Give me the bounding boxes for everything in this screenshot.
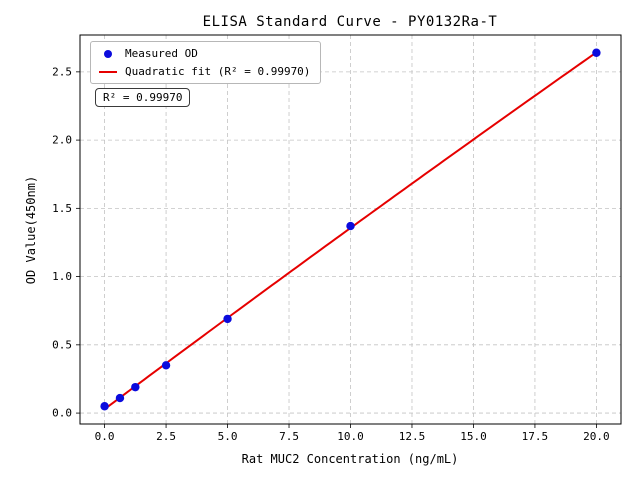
y-axis-label: OD Value(450nm) xyxy=(24,175,38,285)
legend: Measured OD Quadratic fit (R² = 0.99970) xyxy=(90,41,322,84)
x-tick-label: 2.5 xyxy=(156,430,176,443)
data-point xyxy=(115,393,125,403)
data-point xyxy=(100,402,109,411)
x-tick-label: 0.0 xyxy=(95,430,115,443)
y-tick-label: 0.5 xyxy=(52,338,72,351)
y-tick-label: 2.5 xyxy=(52,65,72,78)
legend-item-quadratic-fit: Quadratic fit (R² = 0.99970) xyxy=(99,65,310,78)
x-tick-label: 17.5 xyxy=(522,430,549,443)
data-point xyxy=(131,382,140,392)
legend-label-measured-od: Measured OD xyxy=(125,47,198,60)
x-tick-label: 20.0 xyxy=(583,430,610,443)
x-tick-label: 10.0 xyxy=(337,430,364,443)
x-tick-label: 5.0 xyxy=(218,430,238,443)
data-point xyxy=(346,221,355,231)
x-tick-label: 12.5 xyxy=(399,430,426,443)
y-tick-label: 1.0 xyxy=(52,270,72,283)
y-tick-label: 2.0 xyxy=(52,134,72,147)
fit-line-icon xyxy=(99,70,117,73)
x-tick-label: 7.5 xyxy=(279,430,299,443)
r-squared-annotation: R² = 0.99970 xyxy=(95,88,191,107)
y-tick-label: 0.0 xyxy=(52,407,72,420)
x-tick-label: 15.0 xyxy=(460,430,487,443)
legend-item-measured-od: Measured OD xyxy=(99,47,310,60)
legend-label-quadratic-fit: Quadratic fit (R² = 0.99970) xyxy=(125,65,311,78)
x-axis-label: Rat MUC2 Concentration (ng/mL) xyxy=(241,452,459,466)
data-point xyxy=(592,48,601,57)
chart-title: ELISA Standard Curve - PY0132Ra-T xyxy=(202,14,498,30)
scatter-marker-icon xyxy=(104,49,112,58)
y-tick-label: 1.5 xyxy=(52,202,72,215)
data-point xyxy=(161,361,171,370)
data-point xyxy=(223,314,232,324)
